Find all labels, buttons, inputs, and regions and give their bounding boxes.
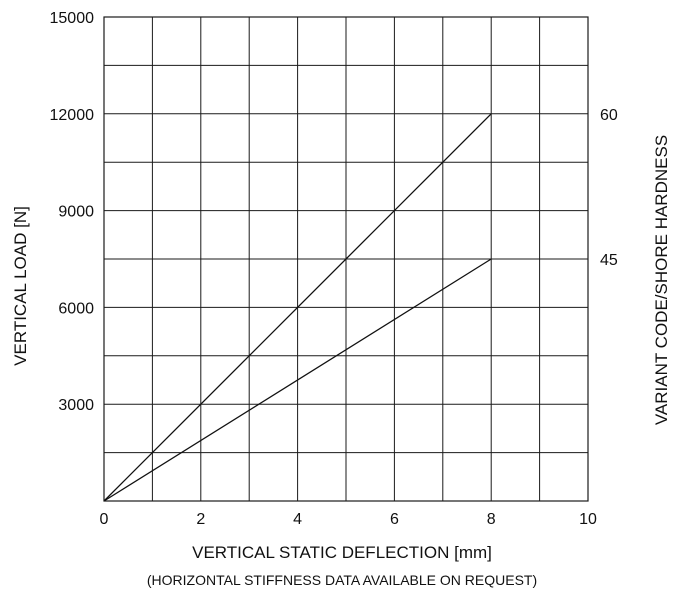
x-tick-label: 0 bbox=[100, 511, 109, 528]
chart-note: (HORIZONTAL STIFFNESS DATA AVAILABLE ON … bbox=[147, 572, 537, 588]
series-layer bbox=[103, 113, 492, 502]
secondary-axis-label: VARIANT CODE/SHORE HARDNESS bbox=[652, 135, 671, 425]
x-tick-labels: 0 2 4 6 8 10 bbox=[100, 511, 597, 528]
y-tick-label: 9000 bbox=[58, 204, 94, 221]
y-axis-label: VERTICAL LOAD [N] bbox=[11, 206, 30, 366]
x-tick-label: 4 bbox=[293, 511, 302, 528]
series-line-60 bbox=[103, 113, 492, 502]
y-tick-label: 15000 bbox=[50, 10, 95, 27]
x-tick-label: 10 bbox=[579, 511, 597, 528]
x-tick-label: 2 bbox=[196, 511, 205, 528]
series-label-60: 60 bbox=[600, 107, 618, 124]
series-labels: 60 45 bbox=[600, 107, 618, 269]
x-tick-label: 8 bbox=[487, 511, 496, 528]
x-tick-label: 6 bbox=[390, 511, 399, 528]
y-tick-label: 12000 bbox=[50, 107, 95, 124]
y-tick-label: 3000 bbox=[58, 397, 94, 414]
y-tick-labels: 3000 6000 9000 12000 15000 bbox=[50, 10, 95, 414]
y-tick-label: 6000 bbox=[58, 300, 94, 317]
series-line-45 bbox=[103, 258, 492, 502]
x-axis-label: VERTICAL STATIC DEFLECTION [mm] bbox=[192, 543, 492, 562]
series-label-45: 45 bbox=[600, 252, 618, 269]
plot-frame bbox=[103, 16, 589, 502]
